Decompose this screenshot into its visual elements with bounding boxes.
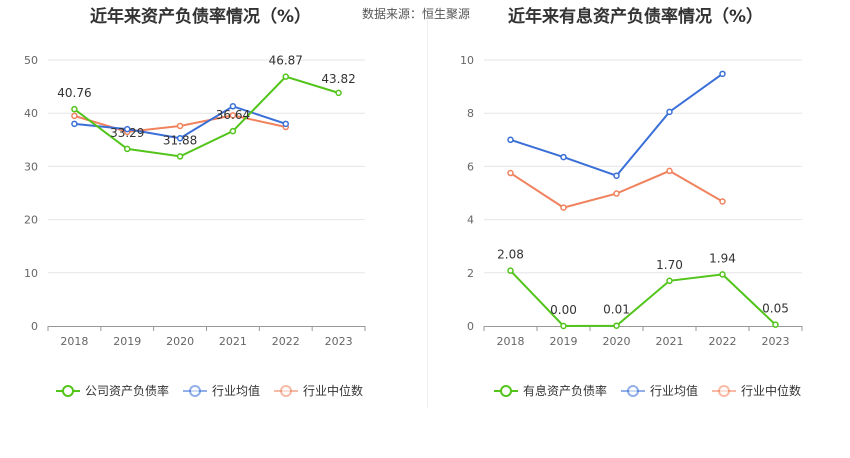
interest-bearing-debt-ratio-chart: 0 2 4 6 8 10 2018 2019 2020 2021 2022 2023 2.08 0.00 0… — [460, 54, 803, 398]
left-data-label: 31.88 — [163, 133, 197, 147]
right-legend-marker-0 — [500, 385, 512, 397]
left-series-point-2 — [229, 112, 237, 119]
right-series-point-0 — [666, 277, 673, 285]
right-legend-marker-2 — [718, 385, 730, 397]
right-series-point-1 — [507, 136, 514, 144]
left-series-point-1 — [176, 134, 184, 142]
right-x-tick-label: 2022 — [709, 335, 737, 348]
left-series-point-1 — [124, 125, 131, 133]
right-series-point-2 — [666, 167, 673, 175]
left-data-label: 36.64 — [216, 108, 250, 122]
right-series-point-0 — [719, 271, 726, 278]
left-series-point-0 — [176, 153, 184, 160]
left-legend-label-0: 公司资产负债率 — [85, 383, 169, 398]
right-x-tick-label: 2021 — [656, 335, 684, 348]
right-series-point-2 — [560, 204, 567, 211]
right-series-point-1 — [719, 70, 726, 78]
right-data-label: 2.08 — [497, 248, 524, 262]
left-series-point-1 — [282, 120, 289, 128]
left-x-tick-label: 2019 — [113, 335, 141, 348]
left-x-tick-label: 2021 — [219, 335, 247, 348]
right-series-point-1 — [560, 153, 567, 161]
left-series-point-0 — [229, 127, 237, 135]
right-series-line-0 — [509, 269, 777, 328]
right-series-point-2 — [613, 190, 620, 197]
left-series-point-0 — [282, 73, 289, 80]
right-series-point-1 — [613, 172, 620, 179]
left-data-label: 43.82 — [321, 72, 355, 86]
chart-title-right: 近年来有息资产负债率情况（%） — [508, 7, 764, 27]
left-x-tick-label: 2018 — [60, 335, 88, 348]
left-legend-marker-2 — [280, 385, 292, 397]
right-series-point-0 — [613, 322, 620, 329]
left-series-line-0 — [73, 75, 339, 158]
left-legend-label-2: 行业中位数 — [303, 383, 363, 398]
right-x-tick-label: 2019 — [550, 335, 578, 348]
left-legend-marker-1 — [189, 385, 201, 397]
right-x-tick-label: 2020 — [603, 335, 631, 348]
right-y-tick-label: 8 — [467, 107, 474, 120]
right-data-label: 1.70 — [656, 258, 683, 272]
data-source-note: 数据来源：恒生聚源 — [362, 7, 471, 21]
right-y-tick-label: 2 — [467, 267, 474, 280]
right-series-point-2 — [719, 198, 726, 205]
left-series-point-1 — [229, 103, 237, 110]
left-y-tick-label: 10 — [24, 267, 38, 280]
left-data-label: 40.76 — [57, 86, 91, 100]
chart-title-left: 近年来资产负债率情况（%） — [90, 7, 312, 27]
right-y-tick-label: 4 — [467, 214, 474, 227]
left-y-tick-label: 30 — [24, 160, 38, 173]
left-x-tick-label: 2023 — [325, 335, 353, 348]
left-series-point-2 — [176, 122, 184, 130]
left-legend-label-1: 行业均值 — [212, 383, 260, 398]
right-legend-label-2: 行业中位数 — [741, 383, 801, 398]
right-y-tick-label: 10 — [460, 54, 474, 67]
left-y-tick-label: 50 — [24, 54, 38, 67]
left-y-tick-label: 40 — [24, 107, 38, 120]
left-y-tick-label: 20 — [24, 214, 38, 227]
right-data-label: 0.00 — [550, 303, 577, 317]
left-x-tick-label: 2022 — [272, 335, 300, 348]
right-y-tick-label: 0 — [467, 320, 474, 333]
left-series-point-0 — [124, 145, 131, 153]
debt-ratio-chart: 0 10 20 30 40 50 2018 2019 2020 2021 2022 2023 40.76… — [24, 54, 366, 398]
right-y-tick-label: 6 — [467, 160, 474, 173]
left-y-tick-label: 0 — [31, 320, 38, 333]
left-data-label: 46.87 — [269, 54, 303, 68]
right-series-point-1 — [666, 108, 673, 116]
right-series-point-0 — [772, 321, 779, 328]
right-series-point-2 — [507, 169, 514, 177]
right-series-line-1 — [510, 73, 724, 177]
left-series-point-0 — [71, 105, 78, 113]
panel-divider — [427, 20, 428, 408]
right-data-label: 0.01 — [603, 303, 630, 317]
left-data-label: 33.29 — [110, 126, 144, 140]
right-legend-label-0: 有息资产负债率 — [523, 383, 607, 398]
right-series-point-0 — [560, 322, 567, 330]
left-series-point-2 — [71, 112, 78, 120]
right-legend-label-1: 行业均值 — [650, 383, 698, 398]
left-x-tick-label: 2020 — [166, 335, 194, 348]
left-legend-marker-0 — [62, 385, 74, 397]
right-legend-marker-1 — [627, 385, 639, 397]
right-x-tick-label: 2023 — [762, 335, 790, 348]
right-data-label: 1.94 — [709, 251, 736, 265]
right-data-label: 0.05 — [762, 302, 789, 316]
right-x-tick-label: 2018 — [497, 335, 525, 348]
right-series-point-0 — [507, 267, 514, 274]
left-series-point-1 — [71, 120, 78, 128]
left-series-point-0 — [335, 89, 342, 97]
